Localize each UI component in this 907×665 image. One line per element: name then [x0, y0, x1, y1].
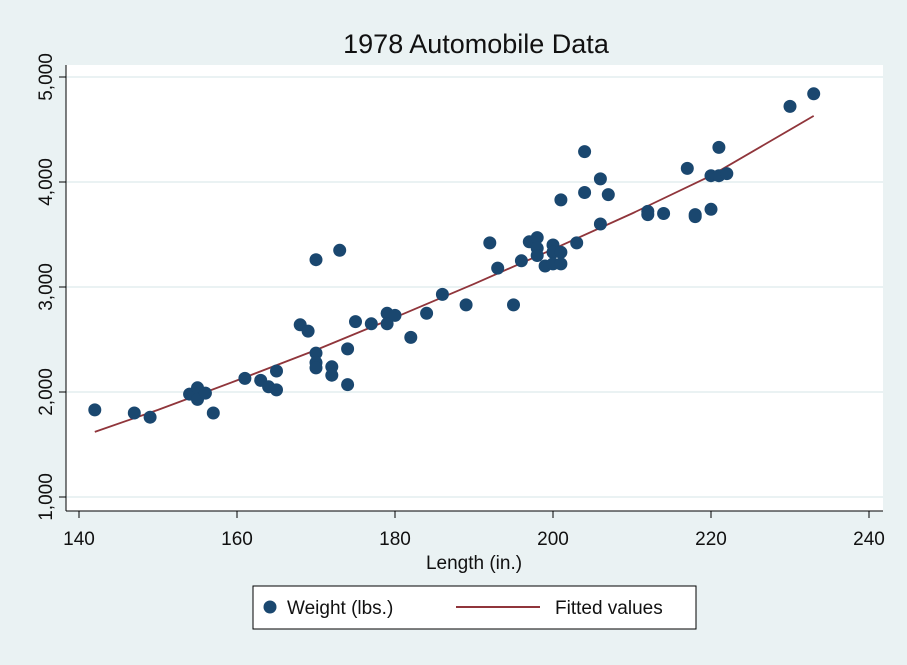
- weight-point-62: [712, 140, 726, 154]
- y-tick-label-4: 5,000: [36, 53, 57, 101]
- weight-point-61: [704, 202, 718, 216]
- x-tick-label-5: 240: [853, 529, 885, 550]
- weight-point-34: [491, 261, 505, 275]
- weight-point-59: [688, 210, 702, 224]
- weight-point-55: [641, 208, 655, 222]
- weight-point-48: [570, 236, 584, 250]
- weight-point-40: [530, 249, 544, 262]
- weight-point-21: [333, 243, 347, 257]
- x-axis-title: Length (in.): [426, 553, 522, 574]
- weight-point-16: [309, 346, 323, 360]
- weight-point-57: [680, 161, 694, 175]
- weight-point-0: [88, 403, 102, 417]
- weight-point-49: [578, 145, 592, 159]
- axes: 1,000 2,000 3,000 4,000 5,000 140 160 180 200 220…: [36, 53, 885, 550]
- y-tick-label-3: 4,000: [36, 158, 57, 206]
- weight-point-2: [143, 410, 157, 424]
- chart-title: 1978 Automobile Data: [343, 29, 610, 59]
- weight-point-18: [309, 361, 323, 375]
- weight-point-52: [593, 217, 607, 231]
- y-tick-label-0: 1,000: [36, 473, 57, 521]
- legend-label-weight: Weight (lbs.): [287, 598, 393, 619]
- x-tick-label-4: 220: [695, 529, 727, 550]
- weight-point-24: [349, 315, 362, 329]
- y-tick-label-2: 3,000: [36, 263, 57, 311]
- weight-series: [88, 87, 821, 424]
- weight-point-32: [459, 298, 473, 312]
- legend-marker-weight: [263, 600, 277, 614]
- legend: Weight (lbs.) Fitted values: [252, 585, 697, 630]
- weight-point-29: [404, 330, 418, 344]
- weight-point-31: [435, 287, 449, 301]
- weight-point-36: [514, 254, 528, 268]
- weight-point-51: [593, 172, 607, 186]
- y-tick-label-1: 2,000: [36, 368, 57, 416]
- weight-point-64: [720, 167, 734, 181]
- weight-point-38: [530, 231, 544, 245]
- weight-point-53: [601, 188, 615, 202]
- x-tick-label-1: 160: [221, 529, 253, 550]
- x-tick-label-3: 200: [537, 529, 569, 550]
- weight-point-46: [554, 245, 568, 259]
- weight-point-25: [364, 317, 378, 331]
- weight-point-12: [270, 383, 283, 397]
- weight-point-15: [309, 253, 323, 267]
- weight-point-8: [238, 371, 252, 385]
- weight-point-56: [657, 207, 671, 220]
- weight-point-45: [554, 193, 568, 207]
- weight-point-30: [420, 306, 434, 320]
- weight-point-7: [206, 406, 220, 420]
- weight-point-35: [507, 298, 520, 312]
- weight-point-23: [341, 378, 355, 392]
- weight-point-20: [325, 368, 339, 382]
- x-tick-label-0: 140: [63, 529, 95, 550]
- weight-point-47: [554, 257, 568, 271]
- weight-point-6: [198, 386, 212, 400]
- weight-point-11: [270, 364, 283, 378]
- x-tick-label-2: 180: [379, 529, 411, 550]
- weight-point-50: [578, 186, 592, 199]
- weight-point-22: [341, 342, 355, 356]
- weight-point-65: [783, 99, 797, 113]
- grid-lines: [66, 76, 883, 498]
- weight-point-66: [807, 87, 821, 101]
- weight-point-1: [127, 406, 141, 420]
- weight-point-33: [483, 236, 497, 250]
- weight-point-28: [388, 308, 402, 322]
- legend-label-fitted: Fitted values: [555, 598, 663, 619]
- weight-point-14: [301, 324, 315, 338]
- weight-point-27: [380, 317, 394, 331]
